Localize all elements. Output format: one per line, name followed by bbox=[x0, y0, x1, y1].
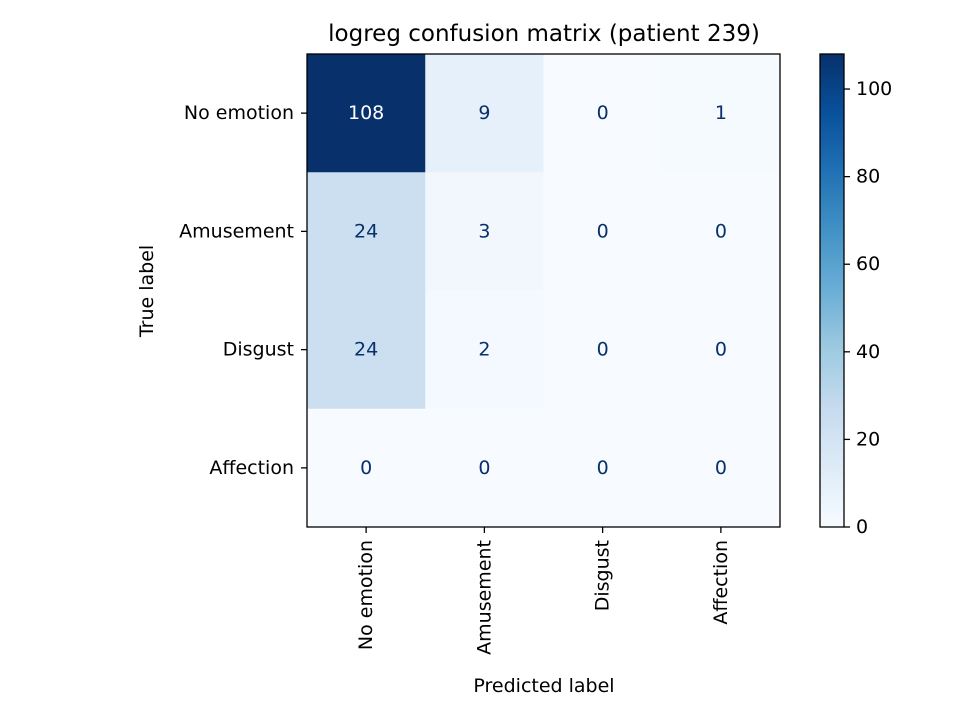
heatmap-cell bbox=[543, 54, 663, 173]
cell-value-label: 24 bbox=[354, 220, 378, 242]
cell-value-label: 1 bbox=[715, 102, 727, 124]
plot-frame bbox=[306, 53, 781, 528]
cell-value-label: 0 bbox=[478, 457, 490, 479]
heatmap-cell bbox=[425, 172, 544, 291]
heatmap-cell bbox=[661, 408, 781, 528]
cell-value-label: 0 bbox=[597, 457, 609, 479]
colorbar-tick-label: 40 bbox=[856, 341, 880, 363]
cell-value-label: 0 bbox=[715, 220, 727, 242]
heatmap-cell bbox=[543, 172, 663, 291]
heatmap-cell bbox=[307, 54, 426, 173]
colorbar bbox=[819, 53, 845, 528]
y-tick-label: Amusement bbox=[179, 220, 294, 242]
cell-value-label: 24 bbox=[354, 339, 378, 361]
cell-value-label: 2 bbox=[478, 339, 490, 361]
heatmap-cell bbox=[425, 408, 544, 528]
colorbar-tick-label: 100 bbox=[856, 78, 892, 100]
cell-value-label: 0 bbox=[715, 457, 727, 479]
heatmap-cell bbox=[543, 290, 663, 410]
x-tick-label: Disgust bbox=[592, 540, 614, 611]
x-axis-ticks: No emotion Amusement Disgust Affection bbox=[355, 527, 732, 655]
heatmap-cell bbox=[661, 54, 781, 173]
cell-value-label: 0 bbox=[597, 339, 609, 361]
y-axis-label: True label bbox=[136, 245, 158, 338]
colorbar-tick-label: 60 bbox=[856, 253, 880, 275]
heatmap-cell bbox=[543, 408, 663, 528]
heatmap-cell-labels: 108 9 0 1 24 3 0 0 24 2 0 0 0 0 0 0 bbox=[348, 102, 727, 479]
colorbar-ticks: 0 20 40 60 80 100 bbox=[844, 78, 892, 538]
heatmap-cell bbox=[307, 408, 426, 528]
cell-value-label: 108 bbox=[348, 102, 384, 124]
colorbar-tick-label: 20 bbox=[856, 428, 880, 450]
cell-value-label: 3 bbox=[478, 220, 490, 242]
heatmap-cell bbox=[425, 54, 544, 173]
heatmap-cell bbox=[661, 290, 781, 410]
x-tick-label: Amusement bbox=[473, 540, 495, 655]
y-tick-label: No emotion bbox=[184, 102, 294, 124]
heatmap-cells bbox=[307, 54, 781, 528]
heatmap-cell bbox=[425, 290, 544, 410]
x-tick-label: Affection bbox=[710, 540, 732, 625]
y-tick-label: Affection bbox=[209, 457, 294, 479]
cell-value-label: 0 bbox=[360, 457, 372, 479]
colorbar-tick-label: 80 bbox=[856, 166, 880, 188]
cell-value-label: 9 bbox=[478, 102, 490, 124]
heatmap-cell bbox=[307, 290, 426, 410]
x-tick-label: No emotion bbox=[355, 540, 377, 650]
cell-value-label: 0 bbox=[715, 339, 727, 361]
chart-title: logreg confusion matrix (patient 239) bbox=[328, 21, 760, 47]
y-axis-ticks: No emotion Amusement Disgust Affection bbox=[179, 102, 307, 479]
colorbar-tick-label: 0 bbox=[856, 516, 868, 538]
cell-value-label: 0 bbox=[597, 220, 609, 242]
cell-value-label: 0 bbox=[597, 102, 609, 124]
x-axis-label: Predicted label bbox=[473, 675, 614, 697]
heatmap-cell bbox=[661, 172, 781, 291]
y-tick-label: Disgust bbox=[223, 339, 294, 361]
heatmap-cell bbox=[307, 172, 426, 291]
